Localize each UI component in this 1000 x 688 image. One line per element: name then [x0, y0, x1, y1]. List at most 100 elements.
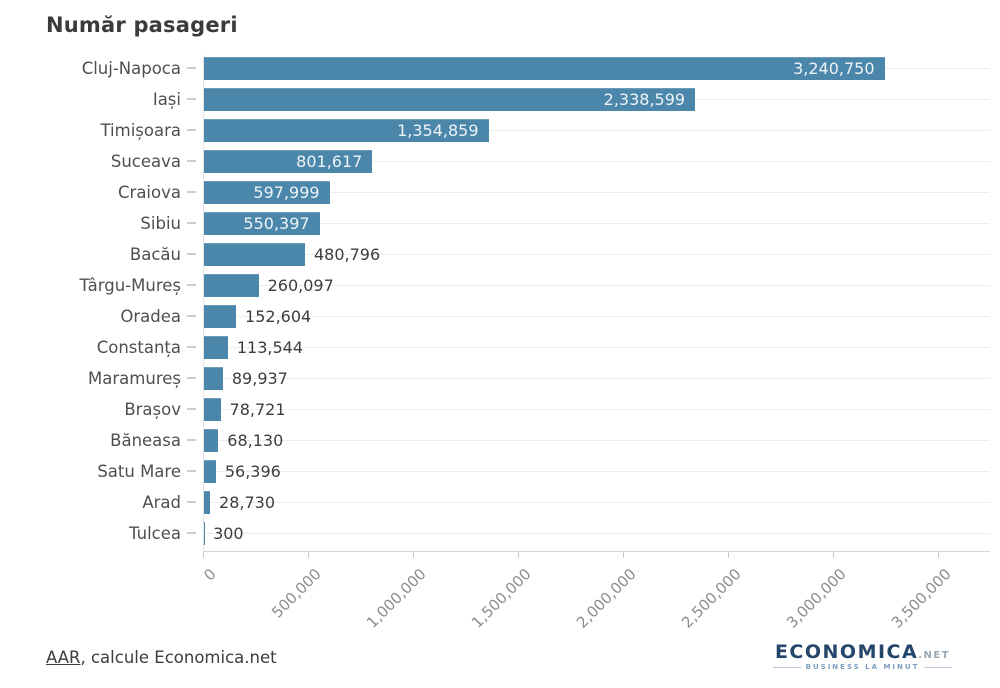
bar-bac-u	[204, 243, 305, 266]
x-tick-label: 2,000,000	[573, 565, 640, 632]
y-tick	[187, 98, 196, 100]
x-tick-label: 3,500,000	[888, 565, 955, 632]
row-gridline	[203, 316, 990, 317]
bar-bra-ov	[204, 398, 221, 421]
bar-sibiu	[204, 212, 320, 235]
value-label: 300	[213, 524, 244, 543]
row-gridline	[203, 130, 990, 131]
y-tick	[187, 501, 196, 503]
bar-satu-mare	[204, 460, 216, 483]
y-axis-line	[203, 55, 204, 551]
row-gridline	[203, 440, 990, 441]
logo-tld: .NET	[918, 650, 951, 661]
y-tick	[187, 160, 196, 162]
category-label: Arad	[142, 493, 181, 512]
value-label: 3,240,750	[793, 59, 875, 78]
y-tick	[187, 377, 196, 379]
y-tick	[187, 532, 196, 534]
bar-arad	[204, 491, 210, 514]
bar-ia-i	[204, 88, 696, 111]
category-label: Cluj-Napoca	[81, 59, 181, 78]
row-gridline	[203, 502, 990, 503]
logo-rule-right	[924, 666, 953, 668]
chart-title: Număr pasageri	[46, 13, 238, 37]
category-label: Brașov	[124, 400, 181, 419]
category-label: Târgu-Mureș	[79, 276, 181, 295]
row-gridline	[203, 471, 990, 472]
category-label: Băneasa	[110, 431, 181, 450]
category-label: Maramureș	[88, 369, 181, 388]
value-label: 56,396	[224, 462, 281, 481]
logo-name: ECONOMICA	[774, 641, 919, 663]
y-tick	[187, 284, 196, 286]
x-tick	[623, 552, 624, 558]
x-tick	[833, 552, 834, 558]
value-label: 2,338,599	[603, 90, 686, 109]
y-tick	[187, 408, 196, 410]
x-tick-label: 3,000,000	[783, 565, 850, 632]
y-tick	[187, 191, 196, 193]
category-label: Craiova	[118, 183, 181, 202]
value-label: 89,937	[231, 369, 288, 388]
x-tick-label: 1,500,000	[468, 565, 535, 632]
source-link[interactable]: AAR	[46, 648, 81, 667]
logo-tagline: BUSINESS LA MINUT	[805, 663, 920, 671]
value-label: 480,796	[313, 245, 381, 264]
row-gridline	[203, 347, 990, 348]
x-tick	[413, 552, 414, 558]
category-label: Sibiu	[140, 214, 181, 233]
y-tick	[187, 470, 196, 472]
category-label: Bacău	[129, 245, 181, 264]
source-attribution: AAR, calcule Economica.net	[46, 648, 277, 667]
row-gridline	[203, 533, 990, 534]
x-tick	[728, 552, 729, 558]
category-label: Tulcea	[129, 524, 181, 543]
x-tick-label: 1,000,000	[363, 565, 430, 632]
row-gridline	[203, 161, 990, 162]
y-tick	[187, 439, 196, 441]
category-label: Iași	[152, 90, 181, 109]
bar-suceava	[204, 150, 373, 173]
y-tick	[187, 315, 196, 317]
value-label: 597,999	[253, 183, 320, 202]
y-tick	[187, 67, 196, 69]
category-label: Timișoara	[100, 121, 181, 140]
row-gridline	[203, 409, 990, 410]
value-label: 68,130	[227, 431, 284, 450]
category-label: Oradea	[120, 307, 181, 326]
x-tick	[518, 552, 519, 558]
bar-cluj-napoca	[204, 57, 885, 80]
x-axis-line	[203, 551, 990, 552]
value-label: 78,721	[229, 400, 286, 419]
value-label: 1,354,859	[397, 121, 479, 140]
bar-craiova	[204, 181, 330, 204]
value-label: 260,097	[267, 276, 334, 295]
logo-rule-left	[772, 666, 801, 668]
x-tick-label: 0	[200, 565, 220, 585]
x-tick	[938, 552, 939, 558]
bar-t-rgu-mure-	[204, 274, 259, 297]
x-tick-label: 500,000	[268, 565, 325, 622]
value-label: 28,730	[219, 493, 276, 512]
row-gridline	[203, 285, 990, 286]
category-label: Suceava	[110, 152, 181, 171]
source-suffix: , calcule Economica.net	[80, 648, 277, 667]
category-label: Constanța	[96, 338, 181, 357]
logo-tagline-row: BUSINESS LA MINUT	[770, 663, 955, 671]
x-tick	[203, 552, 204, 558]
row-gridline	[203, 223, 990, 224]
plot-area: 3,240,750 Cluj-Napoca 2,338,599 Iași 1,354,8…	[79, 55, 990, 632]
row-gridline	[203, 254, 990, 255]
y-tick	[187, 253, 196, 255]
value-label: 152,604	[245, 307, 312, 326]
row-gridline	[203, 378, 990, 379]
x-tick-label: 2,500,000	[678, 565, 745, 632]
x-tick	[308, 552, 309, 558]
value-label: 550,397	[243, 214, 310, 233]
logo-wordmark: ECONOMICA.NET	[770, 642, 955, 662]
bar-constan-a	[204, 336, 228, 359]
value-label: 113,544	[236, 338, 304, 357]
value-label: 801,617	[296, 152, 363, 171]
bar-maramure-	[204, 367, 223, 390]
